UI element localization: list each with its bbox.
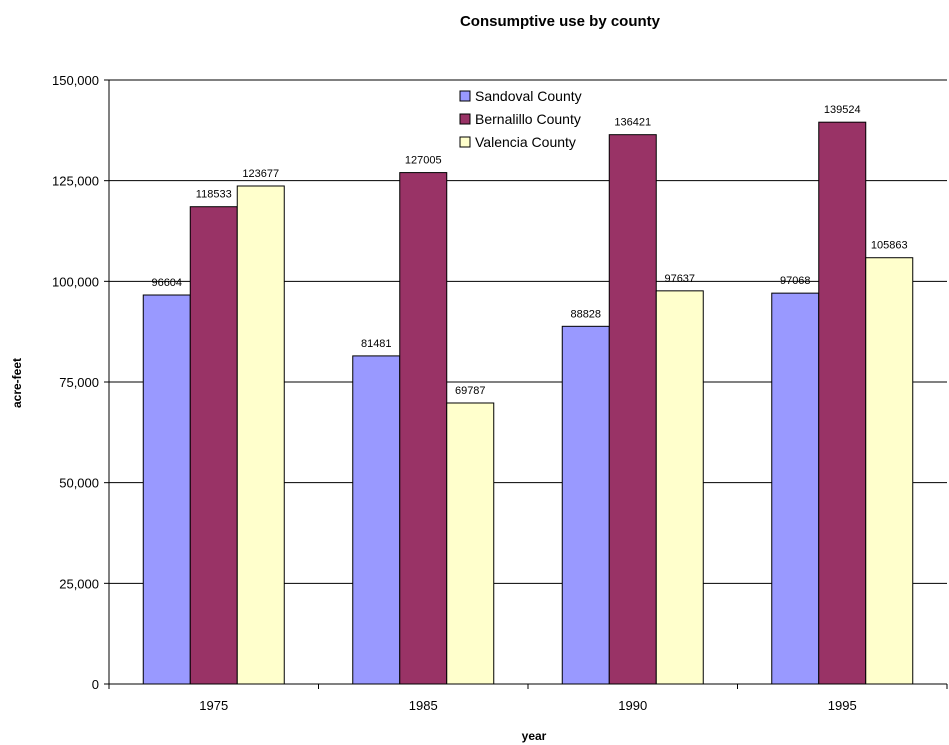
legend-swatch	[459, 90, 471, 102]
bar	[189, 206, 238, 685]
bar	[818, 121, 867, 685]
y-tick-label: 150,000	[52, 73, 99, 88]
x-axis-title: year	[522, 729, 547, 743]
legend-swatch	[459, 136, 471, 148]
legend: Sandoval County Bernalillo County Valencia…	[459, 88, 582, 150]
legend-label: Bernalillo County	[475, 111, 581, 127]
bar	[865, 257, 914, 685]
x-tick-label: 1990	[618, 698, 647, 713]
data-label: 69787	[455, 385, 486, 397]
x-tick-label: 1985	[409, 698, 438, 713]
bar	[236, 185, 285, 685]
y-tick-label: 75,000	[59, 375, 99, 390]
legend-swatch	[459, 113, 471, 125]
data-label: 81481	[361, 338, 392, 350]
legend-label: Sandoval County	[475, 88, 582, 104]
bar	[142, 294, 191, 685]
data-label: 123677	[242, 168, 279, 180]
data-label: 97637	[664, 273, 695, 285]
data-label: 96604	[151, 277, 182, 289]
bar	[446, 402, 495, 685]
x-tick-label: 1975	[199, 698, 228, 713]
bar	[655, 290, 704, 685]
bar	[352, 355, 401, 685]
y-tick-label: 0	[92, 677, 99, 692]
chart-title: Consumptive use by county	[460, 13, 661, 30]
y-tick-label: 50,000	[59, 476, 99, 491]
data-label: 88828	[570, 308, 601, 320]
y-axis-title: acre-feet	[10, 358, 24, 408]
data-label: 139524	[824, 104, 861, 116]
bars	[142, 121, 914, 685]
bar	[608, 134, 657, 685]
y-tick-label: 125,000	[52, 174, 99, 189]
bar	[399, 172, 448, 685]
bar	[561, 325, 610, 685]
data-label: 118533	[196, 189, 232, 201]
data-label: 136421	[614, 117, 651, 129]
x-tick-label: 1995	[828, 698, 857, 713]
axes: 0 25,000 50,000 75,000 100,000 125,000 150,000…	[52, 73, 948, 713]
y-tick-label: 100,000	[52, 274, 99, 289]
data-labels: 96604 81481 88828 97068 118533 127005 136421 13…	[151, 104, 907, 397]
bar	[771, 292, 820, 685]
legend-label: Valencia County	[475, 134, 576, 150]
data-label: 97068	[780, 275, 811, 287]
data-label: 105863	[871, 240, 908, 252]
data-label: 127005	[405, 155, 442, 167]
y-tick-label: 25,000	[59, 576, 99, 591]
